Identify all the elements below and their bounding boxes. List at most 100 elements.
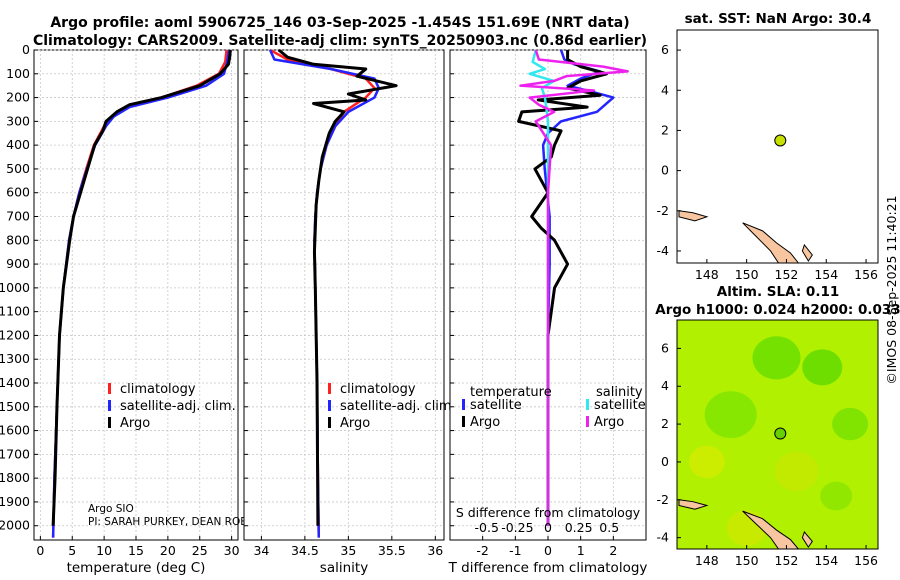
sla-map: Altim. SLA: 0.11 Argo h1000: 0.024 h2000… — [655, 284, 900, 568]
map-xtick-label: 152 — [775, 267, 799, 282]
legend-label-black: Argo — [340, 416, 370, 431]
depth-tick-label: 1700 — [0, 446, 30, 461]
legend-label-blue: satellite-adj. clim. — [120, 399, 236, 414]
map-xtick-label: 156 — [854, 553, 878, 568]
difference-xtick-label: 2 — [609, 543, 617, 558]
legend-swatch-red — [328, 383, 331, 394]
depth-tick-label: 1200 — [0, 327, 30, 342]
sal-legend-swatch-cyan — [586, 399, 589, 410]
legend-swatch-blue — [108, 400, 111, 411]
temp-legend-title: temperature — [470, 385, 552, 400]
map-ytick-label: 4 — [661, 82, 669, 97]
temp-legend-swatch-black — [462, 416, 465, 427]
salinity-panel: 34 34.5 35 35.5 36 salinity climatology satel… — [243, 48, 456, 576]
salinity-xtick-label: 36 — [427, 543, 443, 558]
depth-tick-label: 0 — [22, 42, 30, 57]
map-ytick-label: 2 — [661, 122, 669, 137]
map-xtick-label: 154 — [814, 267, 838, 282]
sal-legend-label-magenta: Argo — [594, 415, 624, 430]
map-ytick-label: 0 — [661, 454, 669, 469]
map-ytick-label: 0 — [661, 163, 669, 178]
sal-legend-title: salinity — [596, 385, 643, 400]
temp-legend-label-blue: satellite — [470, 398, 522, 413]
temperature-xtick-label: 10 — [96, 543, 112, 558]
map-ytick-label: -2 — [657, 203, 669, 218]
depth-tick-label: 1500 — [0, 399, 30, 414]
land-island — [801, 530, 813, 549]
temperature-xtick-label: 15 — [128, 543, 144, 558]
depth-tick-label: 500 — [6, 161, 30, 176]
sla-anomaly-patch — [820, 481, 853, 511]
salinity-xtick-label: 34.5 — [291, 543, 319, 558]
land-island — [678, 499, 709, 510]
temperature-xlabel: temperature (deg C) — [67, 560, 206, 576]
temperature-xtick-label: 0 — [36, 543, 44, 558]
legend-swatch-black — [328, 417, 331, 428]
sla-anomaly-patch — [704, 391, 757, 439]
salinity-diff-tick-label: -0.5 — [475, 520, 499, 535]
map-xtick-label: 152 — [775, 553, 799, 568]
salinity-xtick-label: 35 — [340, 543, 356, 558]
temp-legend-label-black: Argo — [470, 415, 500, 430]
sst-map: sat. SST: NaN Argo: 30.4 148 150 152 154 156… — [657, 11, 879, 282]
difference-series-salinity-argo — [519, 49, 629, 526]
legend-label-black: Argo — [120, 416, 150, 431]
salinity-series-argo — [277, 48, 398, 526]
depth-tick-label: 1300 — [0, 351, 30, 366]
difference-xtick-label: 1 — [577, 543, 585, 558]
pi-label: PI: SARAH PURKEY, DEAN ROEMMICH — [88, 516, 283, 528]
sal-legend-swatch-magenta — [586, 416, 589, 427]
legend-swatch-blue — [328, 400, 331, 411]
map-xtick-label: 148 — [695, 553, 719, 568]
depth-tick-label: 100 — [6, 66, 30, 81]
temperature-xtick-label: 5 — [68, 543, 76, 558]
map-ytick-label: -2 — [657, 492, 669, 507]
sst-map-title: sat. SST: NaN Argo: 30.4 — [685, 11, 872, 27]
map-xtick-label: 150 — [735, 267, 759, 282]
depth-tick-label: 800 — [6, 232, 30, 247]
difference-panel: -2 -1 0 1 2 -0.5 -0.25 0 0.25 0.5 T difference fr… — [448, 49, 647, 576]
legend-swatch-black — [108, 417, 111, 428]
map-ytick-label: -4 — [657, 243, 670, 258]
temperature-panel: 0100200300400500600700800900100011001200… — [0, 42, 283, 576]
sal-legend-label-cyan: satellite — [594, 398, 646, 413]
sla-argo-position-marker — [774, 427, 787, 440]
depth-tick-label: 700 — [6, 209, 30, 224]
sst-argo-position-marker — [774, 134, 787, 147]
depth-tick-label: 1900 — [0, 494, 30, 509]
sla-map-title-line2: Argo h1000: 0.024 h2000: 0.033 — [655, 302, 900, 318]
map-xtick-label: 148 — [695, 267, 719, 282]
land-island — [742, 222, 800, 264]
salinity-diff-tick-label: 0 — [544, 520, 552, 535]
legend-label-red: climatology — [120, 382, 196, 397]
sla-anomaly-patch — [802, 349, 843, 386]
map-xtick-label: 156 — [854, 267, 878, 282]
map-ytick-label: 4 — [661, 378, 669, 393]
difference-xtick-label: -2 — [476, 543, 488, 558]
map-ytick-label: 2 — [661, 416, 669, 431]
salinity-xtick-label: 35.5 — [378, 543, 406, 558]
map-ytick-label: 6 — [661, 42, 669, 57]
figure-title-line2: Climatology: CARS2009. Satellite-adj cli… — [33, 33, 647, 49]
land-island — [742, 510, 800, 550]
sla-anomaly-patch — [688, 445, 725, 479]
sla-anomaly-patch — [752, 336, 801, 380]
depth-tick-label: 1600 — [0, 423, 30, 438]
sla-anomaly-patch — [774, 451, 819, 492]
sla-map-title-line1: Altim. SLA: 0.11 — [717, 284, 839, 300]
temperature-xtick-label: 25 — [192, 543, 208, 558]
depth-tick-label: 600 — [6, 185, 30, 200]
difference-xtick-label: 0 — [544, 543, 552, 558]
land-island — [801, 243, 813, 262]
salinity-axes-frame — [243, 49, 445, 541]
credit-label: ©IMOS 08-Sep-2025 11:40:21 — [884, 195, 899, 384]
depth-tick-label: 1800 — [0, 470, 30, 485]
figure-title-line1: Argo profile: aoml 5906725_146 03-Sep-20… — [50, 15, 629, 31]
depth-tick-label: 400 — [6, 137, 30, 152]
map-ytick-label: -4 — [657, 530, 670, 545]
salinity-diff-tick-label: 0.5 — [599, 520, 619, 535]
map-xtick-label: 154 — [814, 553, 838, 568]
legend-label-red: climatology — [340, 382, 416, 397]
temperature-xtick-label: 20 — [160, 543, 176, 558]
